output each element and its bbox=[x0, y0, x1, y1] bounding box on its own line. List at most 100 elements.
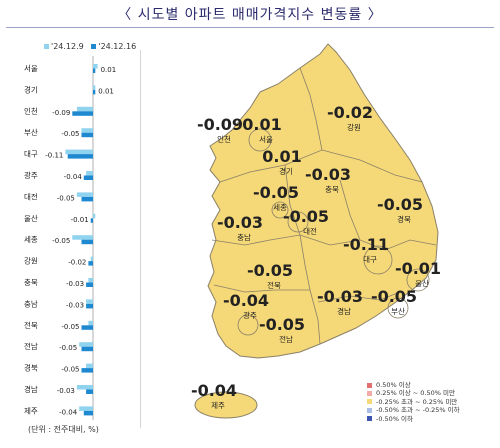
bar-prev bbox=[86, 363, 93, 369]
bar-value-label: -0.04 bbox=[64, 173, 83, 181]
bar-curr bbox=[90, 218, 93, 223]
map-value-충남: -0.03 bbox=[217, 213, 263, 232]
bar-prev bbox=[76, 106, 93, 112]
category-label: 광주 bbox=[24, 170, 38, 180]
legend-swatch bbox=[367, 390, 372, 396]
map-legend: 0.50% 이상 0.25% 이상 ~ 0.50% 미만 -0.25% 초과 ~ 0… bbox=[367, 381, 460, 423]
map-value-서울: 0.01 bbox=[242, 115, 281, 134]
bar-curr bbox=[88, 261, 93, 266]
bar-curr bbox=[86, 303, 93, 309]
bar-prev bbox=[93, 64, 98, 69]
map-value-경북: -0.05 bbox=[377, 195, 423, 214]
divider bbox=[140, 50, 141, 428]
border-daejeon bbox=[287, 211, 309, 233]
map-legend-item: -0.50% 초과 ~ -0.25% 이하 bbox=[367, 406, 460, 414]
bar-curr bbox=[81, 368, 93, 373]
bar-value-label: -0.05 bbox=[61, 366, 79, 374]
bar-legend: '24.12.9 '24.12.16 bbox=[44, 42, 136, 51]
bar-prev bbox=[86, 171, 93, 176]
category-label: 경북 bbox=[24, 363, 38, 373]
bar-curr bbox=[93, 68, 96, 73]
map-region-대전: 대전 bbox=[303, 226, 317, 236]
map-jeju bbox=[194, 391, 258, 419]
category-label: 대전 bbox=[24, 191, 38, 201]
bar-value-label: -0.04 bbox=[59, 408, 78, 416]
category-label: 충북 bbox=[24, 278, 38, 287]
legend-item-prev: '24.12.9 bbox=[44, 42, 84, 51]
map-region-전남: 전남 bbox=[279, 334, 293, 344]
bar-curr bbox=[83, 410, 93, 416]
border-gyeonggi-gangwon bbox=[299, 67, 323, 151]
bar-curr bbox=[67, 154, 93, 159]
map-region-광주: 광주 bbox=[243, 310, 257, 320]
bar-prev bbox=[93, 213, 96, 219]
category-label: 충남 bbox=[24, 299, 38, 308]
border-jeolla-chungcheong bbox=[211, 234, 361, 246]
map-region-경기: 경기 bbox=[279, 166, 293, 176]
bar-prev bbox=[88, 278, 93, 283]
bar-prev bbox=[86, 299, 93, 304]
map-value-울산: -0.01 bbox=[395, 259, 441, 278]
bar-value-label: -0.03 bbox=[66, 301, 84, 309]
legend-label: -0.50% 초과 ~ -0.25% 이하 bbox=[376, 406, 460, 415]
bar-value-label: -0.05 bbox=[61, 130, 79, 138]
category-label: 서울 bbox=[24, 64, 38, 73]
border-daegu bbox=[363, 245, 393, 275]
bar-value-label: -0.02 bbox=[68, 259, 86, 267]
bar-value-label: -0.05 bbox=[59, 344, 77, 352]
bar-curr bbox=[81, 239, 93, 245]
unit-note: (단위 : 전주대비, %) bbox=[28, 425, 99, 434]
map-region-강원: 강원 bbox=[347, 122, 361, 132]
bar-value-label: -0.05 bbox=[52, 237, 70, 245]
map-region-전북: 전북 bbox=[267, 280, 281, 290]
map-value-대전: -0.05 bbox=[283, 207, 329, 226]
map-region-서울: 서울 bbox=[259, 135, 273, 144]
bar-curr bbox=[86, 282, 93, 287]
bar-prev bbox=[88, 320, 93, 326]
category-label: 부산 bbox=[24, 127, 38, 137]
bar-curr bbox=[83, 175, 93, 180]
bar-curr bbox=[86, 389, 93, 394]
map-legend-item: -0.50% 이하 bbox=[367, 415, 460, 423]
map-region-충북: 충북 bbox=[325, 185, 339, 194]
bar-prev bbox=[65, 149, 93, 155]
legend-label: 0.50% 이상 bbox=[376, 381, 411, 389]
map-region-경남: 경남 bbox=[337, 306, 351, 316]
map-region-인천: 인천 bbox=[217, 134, 231, 144]
bar-curr bbox=[81, 346, 93, 352]
legend-swatch bbox=[367, 399, 372, 405]
map-value-대구: -0.11 bbox=[343, 235, 389, 254]
bar-value-label: -0.03 bbox=[66, 280, 84, 288]
map-region-울산: 울산 bbox=[415, 278, 429, 288]
bar-curr bbox=[81, 196, 93, 202]
category-label: 제주 bbox=[24, 406, 38, 415]
map-legend-item: 0.25% 이상 ~ 0.50% 미만 bbox=[367, 389, 460, 397]
map-value-부산: -0.05 bbox=[371, 287, 417, 306]
bar-prev bbox=[76, 385, 93, 390]
category-label: 경기 bbox=[24, 84, 38, 94]
map-value-제주: -0.04 bbox=[191, 381, 237, 400]
map-value-인천: -0.09 bbox=[197, 115, 243, 134]
border-gyeongnam bbox=[317, 291, 401, 303]
bar-value-label: 0.01 bbox=[101, 66, 117, 74]
chart-title: 〈 시도별 아파트 매매가격지수 변동률 〉 bbox=[117, 7, 383, 23]
bar-prev bbox=[79, 406, 93, 411]
bar-value-label: 0.01 bbox=[98, 87, 114, 95]
category-label: 인천 bbox=[24, 106, 38, 116]
border-north-chungcheong bbox=[219, 149, 423, 183]
bar-value-label: -0.01 bbox=[71, 216, 89, 224]
map-value-전북: -0.05 bbox=[247, 261, 293, 280]
bar-value-label: -0.11 bbox=[45, 152, 63, 160]
legend-item-curr: '24.12.16 bbox=[91, 42, 136, 51]
bar-chart: 서울 0.01 경기 0.01 인천 -0.09 부산 -0.05 대구 -0.11 광주 -0.04… bbox=[24, 56, 117, 420]
category-label: 세종 bbox=[24, 235, 38, 244]
title-underline bbox=[6, 27, 494, 28]
map-value-경기: 0.01 bbox=[262, 147, 301, 166]
category-label: 경남 bbox=[24, 384, 38, 394]
map-region-대구: 대구 bbox=[363, 255, 377, 264]
category-label: 강원 bbox=[24, 256, 38, 266]
bar-prev bbox=[72, 235, 93, 240]
legend-swatch bbox=[367, 416, 372, 422]
map-legend-item: -0.25% 초과 ~ 0.25% 미만 bbox=[367, 398, 460, 406]
bar-value-label: -0.03 bbox=[57, 387, 75, 395]
